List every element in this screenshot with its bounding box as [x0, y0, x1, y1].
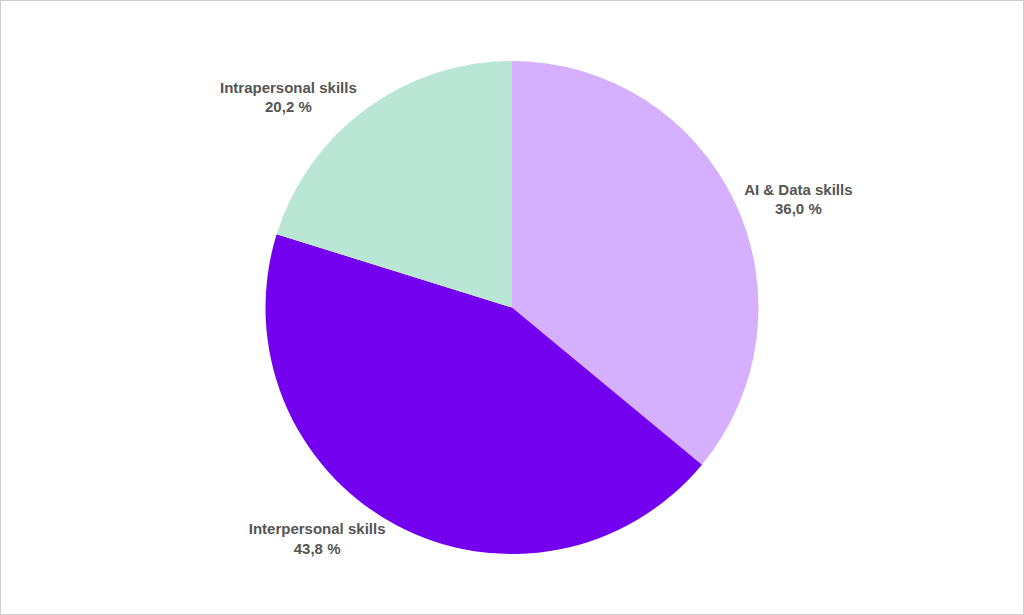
svg-text:Intrapersonal skills20,2 %: Intrapersonal skills20,2 % — [220, 79, 357, 116]
svg-text:Interpersonal skills43,8 %: Interpersonal skills43,8 % — [249, 520, 386, 557]
svg-text:AI & Data skills36,0 %: AI & Data skills36,0 % — [744, 181, 852, 218]
